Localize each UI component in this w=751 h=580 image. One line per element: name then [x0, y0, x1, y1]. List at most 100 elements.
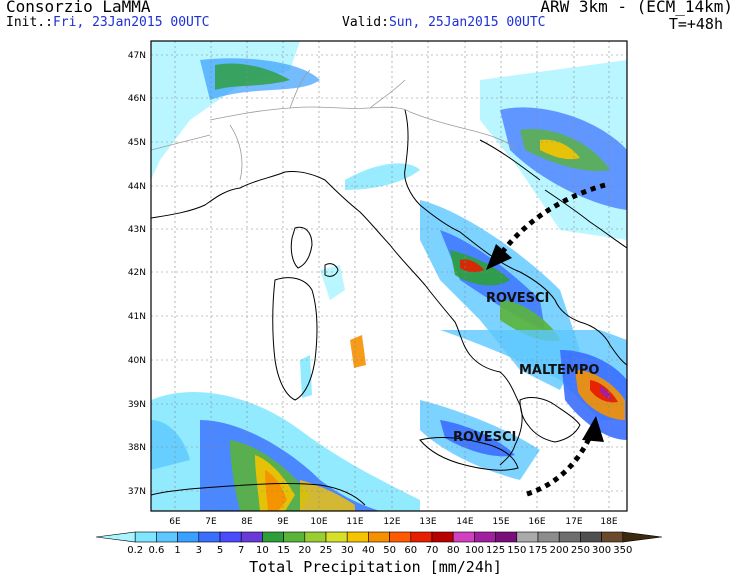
lat-label: 44N	[128, 182, 146, 192]
colorbar-tick-label: 10	[256, 545, 269, 556]
arrow-north-head-icon	[486, 244, 512, 270]
org-title: Consorzio LaMMA	[6, 0, 151, 16]
valid-value: Sun, 25Jan2015 00UTC	[388, 15, 546, 30]
model-title: ARW 3km - (ECM_14km)	[540, 0, 733, 16]
colorbar-swatch	[262, 531, 284, 543]
init-value: Fri, 23Jan2015 00UTC	[52, 15, 210, 30]
colorbar-swatch	[516, 531, 539, 543]
colorbar-swatch	[474, 531, 496, 543]
lat-label: 41N	[128, 312, 146, 322]
lon-label: 13E	[419, 517, 436, 527]
lon-label: 17E	[565, 517, 582, 527]
lon-label: 9E	[277, 517, 289, 527]
init-time: Init.:Fri, 23Jan2015 00UTC	[6, 15, 210, 30]
lon-label: 10E	[310, 517, 327, 527]
colorbar-tick-label: 0.2	[127, 545, 143, 556]
colorbar-tick-label: 200	[550, 545, 569, 556]
colorbar-swatch	[601, 531, 624, 543]
lat-label: 42N	[128, 268, 146, 278]
colorbar-tick-label: 5	[217, 545, 223, 556]
label-rovesci-south: ROVESCI	[453, 430, 516, 445]
colorbar-swatch	[304, 531, 327, 543]
lat-label: 46N	[128, 94, 146, 104]
lat-label: 39N	[128, 400, 146, 410]
lat-label: 37N	[128, 487, 146, 497]
lat-label: 47N	[128, 51, 146, 61]
colorbar-swatch	[219, 531, 242, 543]
colorbar-swatch	[325, 531, 348, 543]
colorbar-tick-label: 60	[404, 545, 417, 556]
colorbar-tick-label: 40	[362, 545, 375, 556]
label-rovesci-north: ROVESCI	[486, 291, 549, 306]
colorbar-tick-label: 150	[507, 545, 526, 556]
colorbar-swatch	[580, 531, 602, 543]
colorbar-swatch	[283, 531, 306, 543]
init-label: Init.:	[6, 15, 53, 30]
colorbar-tick-label: 250	[571, 545, 590, 556]
colorbar-swatch	[240, 531, 263, 543]
lon-label: 8E	[241, 517, 253, 527]
colorbar-tick-label: 70	[426, 545, 439, 556]
colorbar-swatch	[495, 531, 518, 543]
colorbar-swatch	[558, 531, 581, 543]
colorbar-swatch	[431, 531, 454, 543]
colorbar-swatch	[95, 531, 136, 543]
lat-lon-grid	[151, 41, 627, 511]
forecast-step: T=+48h	[668, 15, 723, 33]
lon-label: 16E	[528, 517, 545, 527]
lat-label: 43N	[128, 225, 146, 235]
lat-label: 45N	[128, 138, 146, 148]
colorbar-tick-label: 25	[320, 545, 333, 556]
colorbar-tick-label: 7	[238, 545, 244, 556]
colorbar-swatch	[346, 531, 369, 543]
lon-tick-labels: 6E 7E 8E 9E 10E 11E 12E 13E 14E 15E 16E …	[169, 517, 618, 527]
flow-arrows	[486, 182, 606, 497]
colorbar-tick-label: 350	[613, 545, 632, 556]
colorbar-tick-label: 100	[465, 545, 484, 556]
colorbar-title: Total Precipitation [mm/24h]	[249, 558, 502, 576]
colorbar-swatch	[198, 531, 221, 543]
colorbar-tick-label: 0.6	[148, 545, 164, 556]
colorbar-tick-label: 175	[528, 545, 547, 556]
lat-label: 40N	[128, 356, 146, 366]
colorbar-swatch	[368, 531, 390, 543]
colorbar-tick-label: 15	[277, 545, 290, 556]
arrow-south-dotted	[526, 431, 595, 497]
arrow-south-head-icon	[582, 416, 604, 442]
colorbar-swatch	[622, 531, 663, 543]
coastlines	[151, 109, 627, 506]
lon-label: 15E	[492, 517, 509, 527]
arrow-north-dotted	[498, 182, 606, 257]
colorbar-tick-label: 20	[298, 545, 311, 556]
colorbar-tick-label: 1	[174, 545, 180, 556]
lon-label: 11E	[346, 517, 363, 527]
colorbar-swatch	[177, 531, 200, 543]
lon-label: 12E	[383, 517, 400, 527]
colorbar-tick-label: 300	[592, 545, 611, 556]
borders	[151, 69, 516, 181]
lat-tick-labels: 47N 46N 45N 44N 43N 42N 41N 40N 39N 38N …	[128, 51, 146, 497]
colorbar-tick-label: 3	[196, 545, 202, 556]
colorbar-swatch	[452, 531, 475, 543]
colorbar: 0.2 0.6 1 3 5 7 10 15 20 25 30 40 50 60 70 80 100 125 150 1…	[95, 531, 663, 556]
colorbar-swatch	[537, 531, 560, 543]
colorbar-tick-label: 125	[486, 545, 505, 556]
label-maltempo: MALTEMPO	[519, 363, 599, 378]
colorbar-swatch	[410, 531, 433, 543]
colorbar-swatch	[134, 531, 157, 543]
lon-label: 7E	[205, 517, 217, 527]
precip-field	[151, 41, 627, 511]
lon-label: 18E	[600, 517, 617, 527]
colorbar-tick-label: 50	[383, 545, 396, 556]
lon-label: 6E	[169, 517, 181, 527]
colorbar-tick-label: 30	[341, 545, 354, 556]
colorbar-swatch	[389, 531, 412, 543]
map-border	[150, 40, 628, 512]
lon-label: 14E	[456, 517, 473, 527]
valid-time: Valid:Sun, 25Jan2015 00UTC	[342, 15, 546, 30]
lat-label: 38N	[128, 443, 146, 453]
colorbar-tick-label: 80	[447, 545, 460, 556]
colorbar-swatch	[156, 531, 178, 543]
valid-label: Valid:	[342, 15, 389, 30]
